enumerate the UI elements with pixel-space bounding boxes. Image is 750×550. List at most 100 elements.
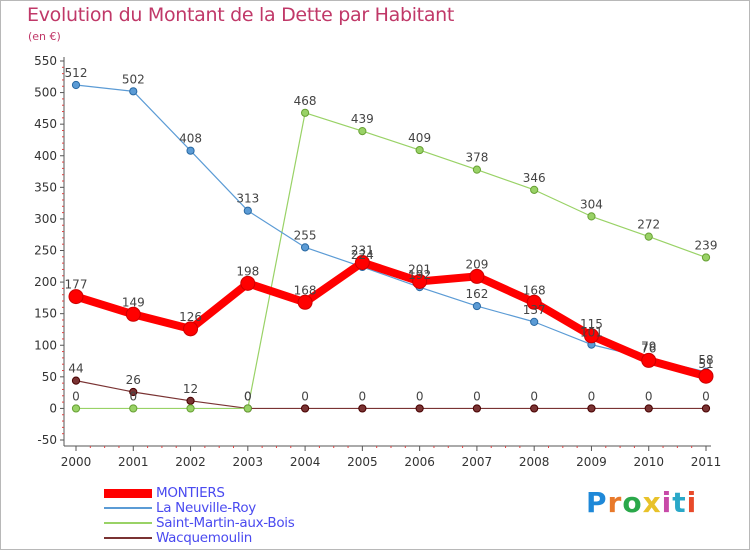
data-label: 126	[179, 310, 202, 324]
data-point	[354, 255, 370, 271]
data-label: 209	[465, 257, 488, 271]
x-tick-label: 2010	[633, 455, 664, 469]
data-label: 149	[122, 295, 145, 309]
y-tick-label: 450	[34, 117, 57, 131]
data-label: 0	[645, 389, 653, 403]
data-point	[129, 87, 138, 96]
legend-swatch	[104, 489, 152, 498]
data-label: 0	[588, 389, 596, 403]
data-point	[526, 294, 542, 310]
data-label: 177	[65, 278, 88, 292]
data-point	[472, 404, 482, 413]
legend-swatch	[104, 507, 152, 509]
logo-letter: x	[642, 486, 662, 519]
y-tick-label: 350	[34, 180, 57, 194]
data-label: 162	[465, 287, 488, 301]
data-point	[530, 185, 539, 194]
data-label: 0	[301, 389, 309, 403]
data-point	[698, 368, 714, 384]
data-point	[469, 268, 485, 284]
x-tick-label: 2005	[347, 455, 378, 469]
y-tick-label: 500	[34, 86, 57, 100]
series-points	[68, 80, 714, 413]
data-point	[530, 317, 539, 326]
data-point	[300, 404, 310, 413]
data-point	[297, 294, 313, 310]
data-label: 79	[641, 340, 656, 354]
x-tick-label: 2002	[175, 455, 206, 469]
data-label: 12	[183, 382, 198, 396]
data-label: 201	[408, 262, 431, 276]
data-label: 239	[695, 238, 718, 252]
data-label: 0	[359, 389, 367, 403]
chart-axes: -50 0 50 100 150 200 250 300 350 400 450 500 550 2000…	[34, 54, 721, 469]
logo-letter: i	[686, 486, 698, 519]
y-tick-label: -50	[37, 433, 57, 447]
series-line	[72, 258, 710, 381]
series-line	[75, 380, 707, 410]
chart-title: Evolution du Montant de la Dette par Hab…	[27, 4, 455, 26]
data-label: 272	[637, 218, 660, 232]
data-point	[129, 404, 138, 413]
x-tick-label: 2001	[118, 455, 149, 469]
data-label: 0	[244, 389, 252, 403]
data-label: 378	[465, 151, 488, 165]
data-point	[358, 127, 367, 136]
data-labels: 177 149 126 198 168 231 201 209 168 115 76 51 512 502…	[65, 66, 718, 403]
data-point	[472, 301, 482, 311]
data-point	[71, 404, 81, 413]
data-label: 512	[65, 66, 88, 80]
logo-letter: P	[586, 486, 608, 519]
data-point	[641, 352, 657, 368]
data-point	[701, 404, 711, 413]
data-label: 0	[702, 389, 710, 403]
data-label: 304	[580, 197, 603, 211]
data-point	[587, 212, 596, 221]
data-label: 0	[129, 389, 137, 403]
data-label: 58	[698, 353, 713, 367]
data-label: 313	[236, 192, 259, 206]
data-point	[68, 289, 84, 305]
y-tick-label: 100	[34, 338, 57, 352]
y-tick-label: 50	[42, 370, 57, 384]
legend-label: Saint-Martin-aux-Bois	[156, 515, 295, 531]
data-point	[415, 404, 424, 413]
x-tick-label: 2000	[61, 455, 92, 469]
data-label: 502	[122, 72, 145, 86]
y-tick-label: 400	[34, 149, 57, 163]
data-point	[186, 396, 195, 405]
data-point	[186, 146, 195, 155]
data-label: 231	[351, 244, 374, 258]
data-point	[186, 404, 195, 413]
data-point	[300, 108, 310, 117]
x-tick-label: 2006	[404, 455, 435, 469]
data-label: 408	[179, 132, 202, 146]
series-lines	[72, 84, 710, 410]
data-label: 255	[294, 228, 317, 242]
legend-swatch	[104, 537, 152, 539]
data-point	[243, 206, 252, 215]
data-point	[701, 253, 711, 262]
data-label: 44	[68, 362, 83, 376]
data-label: 346	[523, 171, 546, 185]
data-point	[300, 243, 310, 252]
data-label: 0	[72, 389, 80, 403]
data-point	[587, 404, 596, 413]
data-label: 0	[530, 389, 538, 403]
data-point	[71, 80, 81, 90]
chart-unit-label: (en €)	[28, 30, 61, 43]
data-point	[415, 145, 424, 155]
x-tick-label: 2003	[233, 455, 264, 469]
data-label: 192	[408, 268, 431, 282]
data-point	[243, 404, 252, 413]
data-point	[644, 404, 653, 413]
data-label: 0	[473, 389, 481, 403]
data-label: 76	[641, 341, 656, 355]
y-tick-label: 200	[34, 275, 57, 289]
x-tick-label: 2007	[462, 455, 493, 469]
y-tick-label: 550	[34, 54, 57, 68]
legend-label: La Neuville-Roy	[156, 500, 256, 516]
data-label: 0	[416, 389, 424, 403]
logo-letter: r	[607, 486, 623, 519]
